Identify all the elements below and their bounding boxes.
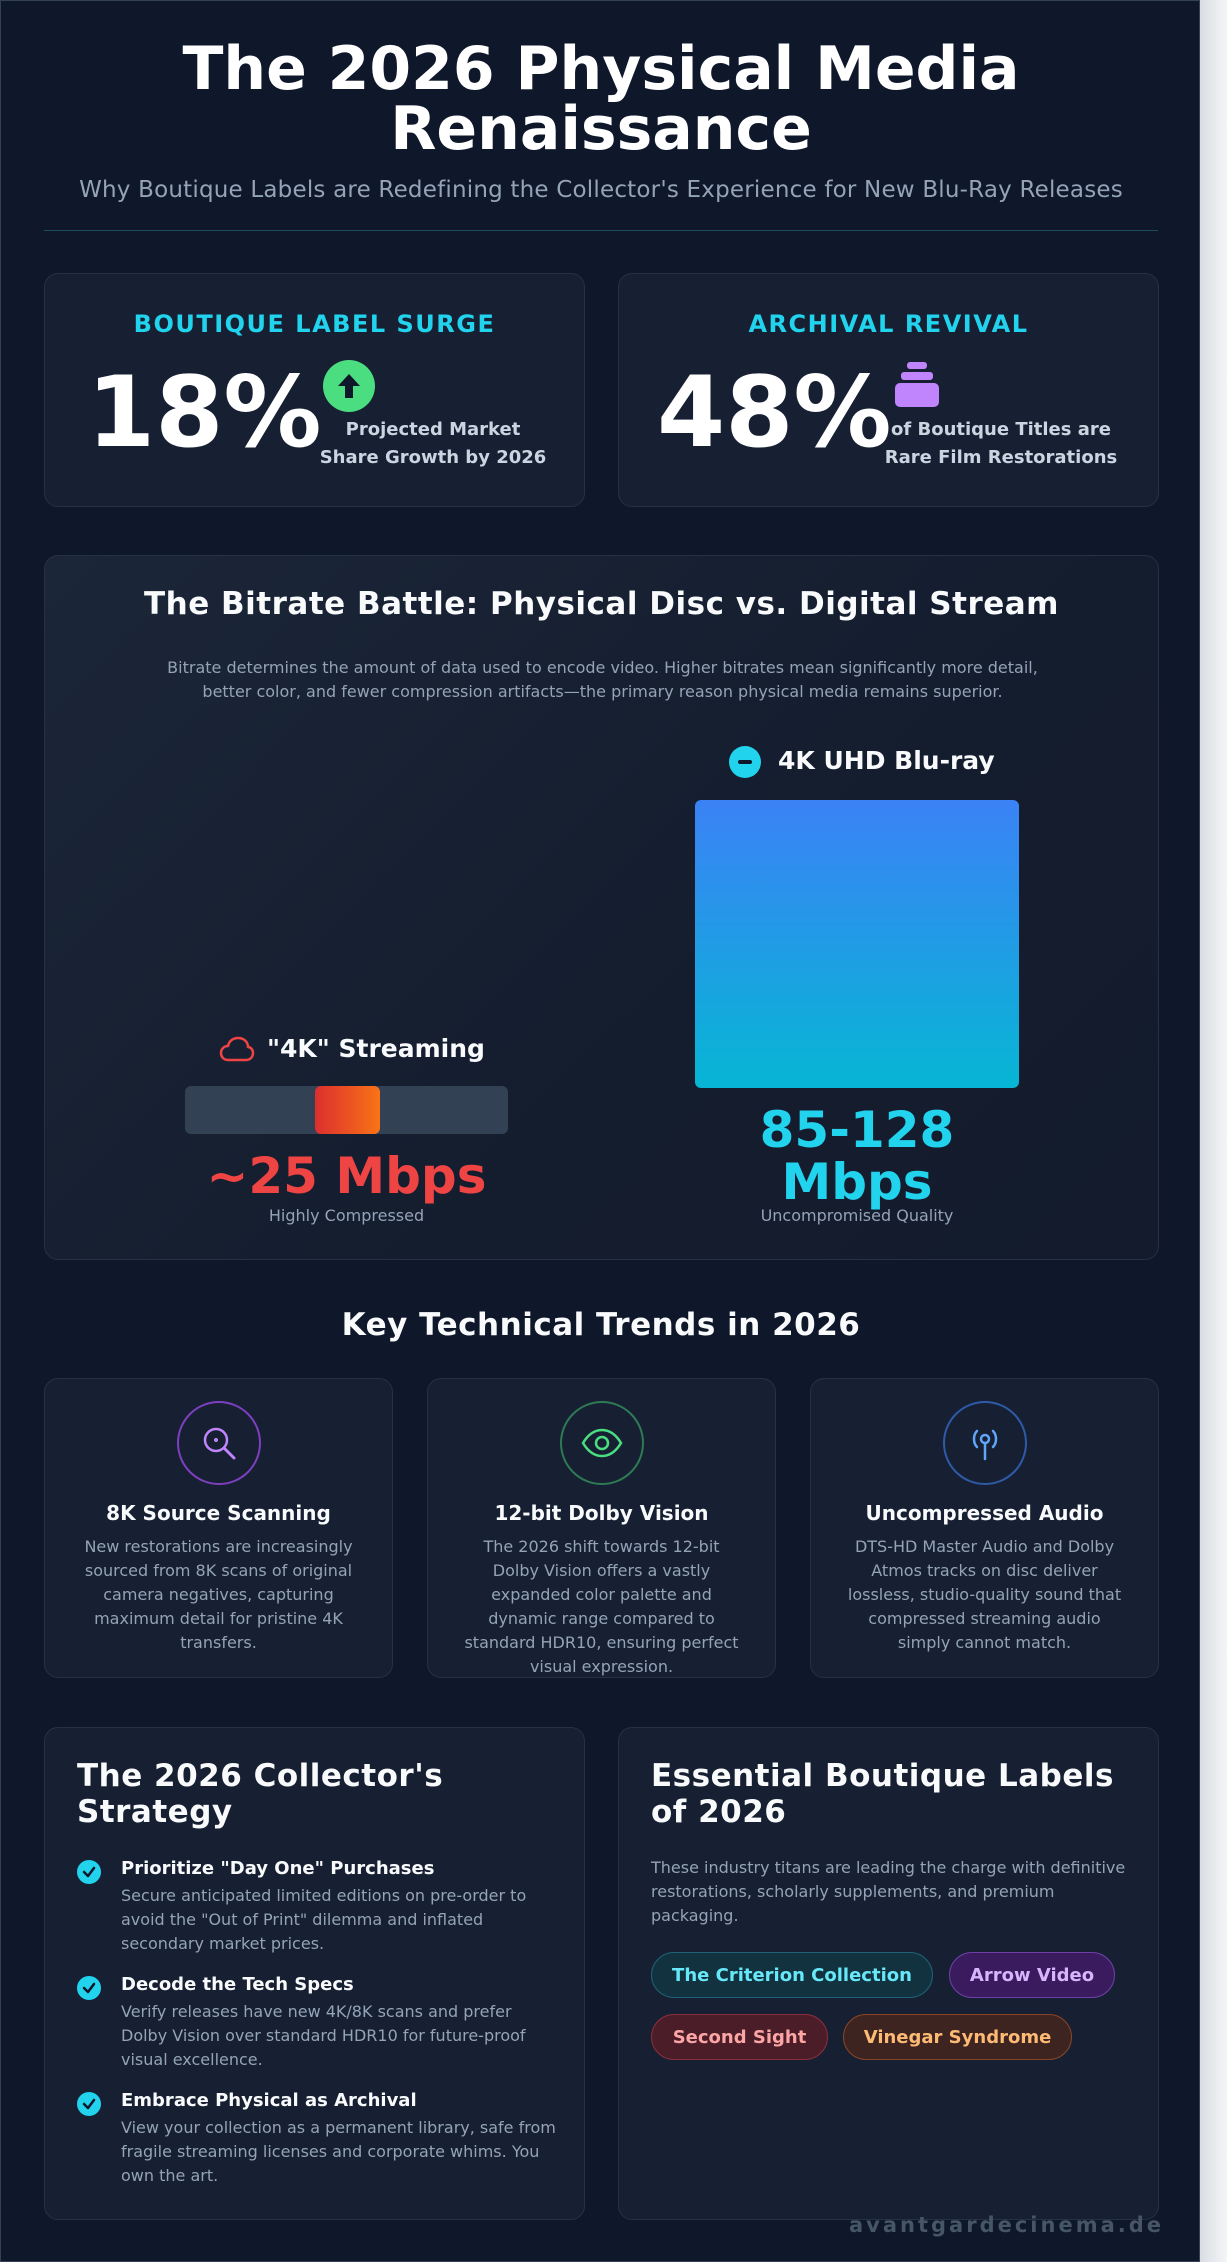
strategy-title-line: Strategy bbox=[77, 1794, 233, 1830]
disc-bitrate-bar bbox=[695, 800, 1019, 1088]
strategy-title-line: The 2026 Collector's bbox=[77, 1758, 444, 1794]
trend-title: 8K Source Scanning bbox=[106, 1501, 331, 1525]
boutique-labels-card: Essential Boutique Labels of 2026 These … bbox=[618, 1727, 1159, 2220]
strategy-item-desc: Verify releases have new 4K/8K scans and… bbox=[121, 2002, 526, 2069]
disc-label: 4K UHD Blu-ray bbox=[778, 746, 995, 775]
strategy-item: Embrace Physical as Archival View your c… bbox=[77, 2090, 557, 2190]
trend-card-8k-scanning: 8K Source Scanning New restorations are … bbox=[44, 1378, 393, 1678]
strategy-item-desc: Secure anticipated limited editions on p… bbox=[121, 1886, 527, 1953]
strategy-item-title: Decode the Tech Specs bbox=[121, 1974, 354, 1995]
label-pill-second-sight[interactable]: Second Sight bbox=[651, 2014, 828, 2060]
strategy-title: The 2026 Collector's Strategy bbox=[77, 1758, 557, 1830]
labels-title-line: of 2026 bbox=[651, 1794, 787, 1830]
label-pill-vinegar-syndrome[interactable]: Vinegar Syndrome bbox=[843, 2014, 1072, 2060]
broadcast-icon bbox=[942, 1401, 1027, 1485]
bitrate-battle-card: The Bitrate Battle: Physical Disc vs. Di… bbox=[44, 555, 1159, 1260]
bitrate-title: The Bitrate Battle: Physical Disc vs. Di… bbox=[144, 586, 1059, 622]
footer-domain[interactable]: avantgardecinema.de bbox=[849, 2213, 1164, 2237]
page-subtitle: Why Boutique Labels are Redefining the C… bbox=[79, 177, 1123, 203]
label-pill-criterion[interactable]: The Criterion Collection bbox=[651, 1952, 933, 1998]
title-line-2: Renaissance bbox=[390, 94, 812, 164]
stat-desc-line: Rare Film Restorations bbox=[884, 447, 1118, 468]
strategy-item: Prioritize "Day One" Purchases Secure an… bbox=[77, 1858, 557, 1958]
stat-desc-line: of Boutique Titles are bbox=[891, 419, 1111, 440]
streaming-bitrate-bar bbox=[315, 1086, 380, 1134]
trend-title: 12-bit Dolby Vision bbox=[494, 1501, 709, 1525]
trend-title: Uncompressed Audio bbox=[865, 1501, 1104, 1525]
stat-value: 48% bbox=[657, 356, 892, 470]
stat-description: of Boutique Titles are Rare Film Restora… bbox=[881, 416, 1121, 472]
stat-label: BOUTIQUE LABEL SURGE bbox=[133, 310, 496, 338]
header-divider bbox=[44, 230, 1158, 231]
page-title: The 2026 Physical Media Renaissance bbox=[1, 39, 1201, 159]
labels-title-line: Essential Boutique Labels bbox=[651, 1758, 1114, 1794]
infographic-page: The 2026 Physical Media Renaissance Why … bbox=[0, 0, 1200, 2262]
archive-stack-icon bbox=[891, 360, 943, 412]
disc-icon bbox=[729, 746, 761, 778]
check-circle-icon bbox=[77, 1860, 101, 1884]
cloud-icon bbox=[219, 1034, 255, 1064]
labels-title: Essential Boutique Labels of 2026 bbox=[651, 1758, 1131, 1830]
bitrate-description: Bitrate determines the amount of data us… bbox=[167, 658, 1038, 701]
streaming-bitrate-track bbox=[185, 1086, 508, 1134]
check-circle-icon bbox=[77, 1976, 101, 2000]
trend-card-dolby-vision: 12-bit Dolby Vision The 2026 shift towar… bbox=[427, 1378, 776, 1678]
streaming-label: "4K" Streaming bbox=[267, 1034, 485, 1063]
trend-card-uncompressed-audio: Uncompressed Audio DTS-HD Master Audio a… bbox=[810, 1378, 1159, 1678]
arrow-up-circle-icon bbox=[323, 360, 375, 412]
label-pill-arrow-video[interactable]: Arrow Video bbox=[949, 1952, 1115, 1998]
header: The 2026 Physical Media Renaissance Why … bbox=[1, 39, 1201, 203]
strategy-item-desc: View your collection as a permanent libr… bbox=[121, 2118, 556, 2185]
strategy-item-title: Prioritize "Day One" Purchases bbox=[121, 1858, 435, 1879]
collector-strategy-card: The 2026 Collector's Strategy Prioritize… bbox=[44, 1727, 585, 2220]
strategy-item-title: Embrace Physical as Archival bbox=[121, 2090, 417, 2111]
eye-icon bbox=[559, 1401, 644, 1485]
disc-value-line: Mbps bbox=[781, 1153, 933, 1211]
stat-card-boutique-surge: BOUTIQUE LABEL SURGE 18% Projected Marke… bbox=[44, 273, 585, 507]
streaming-bitrate-value: ~25 Mbps bbox=[206, 1147, 487, 1205]
trends-title: Key Technical Trends in 2026 bbox=[341, 1307, 861, 1343]
disc-value-line: 85-128 bbox=[759, 1101, 955, 1159]
trend-description: DTS-HD Master Audio and Dolby Atmos trac… bbox=[847, 1537, 1122, 1652]
check-circle-icon bbox=[77, 2092, 101, 2116]
magnifier-icon bbox=[176, 1401, 261, 1485]
title-line-1: The 2026 Physical Media bbox=[182, 34, 1020, 104]
trend-description: The 2026 shift towards 12-bit Dolby Visi… bbox=[464, 1537, 739, 1676]
disc-caption: Uncompromised Quality bbox=[760, 1206, 954, 1225]
strategy-item: Decode the Tech Specs Verify releases ha… bbox=[77, 1974, 557, 2074]
stat-label: ARCHIVAL REVIVAL bbox=[748, 310, 1029, 338]
stat-card-archival-revival: ARCHIVAL REVIVAL 48% of Boutique Titles … bbox=[618, 273, 1159, 507]
streaming-caption: Highly Compressed bbox=[268, 1206, 425, 1225]
page-edge-shadow bbox=[1200, 0, 1227, 2262]
stat-desc-line: Share Growth by 2026 bbox=[319, 447, 547, 468]
disc-bitrate-value: 85-128 Mbps bbox=[695, 1104, 1019, 1208]
stat-description: Projected Market Share Growth by 2026 bbox=[313, 416, 553, 472]
trend-description: New restorations are increasingly source… bbox=[84, 1537, 353, 1652]
stat-desc-line: Projected Market bbox=[345, 419, 521, 440]
labels-description: These industry titans are leading the ch… bbox=[651, 1858, 1126, 1925]
stat-value: 18% bbox=[87, 356, 322, 470]
